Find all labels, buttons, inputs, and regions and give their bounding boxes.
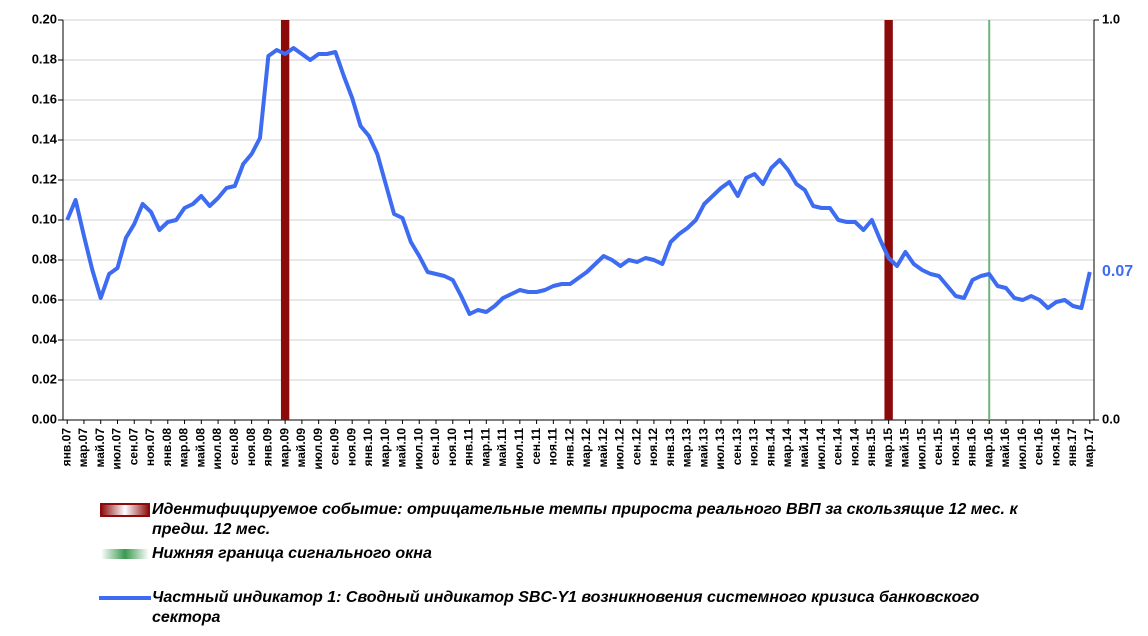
x-tick-label: сен.14 (831, 428, 845, 466)
x-tick-label: сен.13 (730, 428, 744, 466)
x-tick-label: янв.07 (59, 428, 73, 467)
x-tick-label: янв.13 (663, 428, 677, 467)
x-tick-label: янв.12 (562, 428, 576, 467)
x-tick-label: июл.15 (914, 428, 928, 470)
x-tick-label: мар.10 (378, 428, 392, 468)
y-tick-label: 0.14 (32, 131, 58, 146)
x-tick-label: июл.14 (814, 428, 828, 470)
x-tick-label: ноя.14 (847, 428, 861, 466)
x-tick-label: май.13 (696, 428, 710, 468)
value-label: 0.07 (1102, 263, 1133, 280)
x-tick-label: мар.14 (780, 428, 794, 468)
x-tick-label: янв.16 (965, 428, 979, 467)
x-tick-label: мар.09 (277, 428, 291, 468)
x-tick-label: сен.08 (227, 428, 241, 466)
y2-tick-label: 0.0 (1102, 411, 1120, 426)
x-tick-label: ноя.10 (445, 428, 459, 466)
x-tick-label: мар.13 (680, 428, 694, 468)
x-tick-label: июл.09 (311, 428, 325, 470)
x-tick-label: ноя.15 (948, 428, 962, 466)
x-tick-label: ноя.09 (344, 428, 358, 466)
x-tick-label: сен.09 (328, 428, 342, 466)
x-tick-label: июл.07 (110, 428, 124, 470)
y-tick-label: 0.16 (32, 91, 57, 106)
y-tick-label: 0.06 (32, 291, 57, 306)
x-tick-label: мар.15 (881, 428, 895, 468)
x-tick-label: янв.10 (361, 428, 375, 467)
x-tick-label: янв.11 (462, 428, 476, 466)
x-tick-label: мар.16 (981, 428, 995, 468)
x-tick-label: июл.08 (210, 428, 224, 470)
x-tick-label: май.11 (495, 428, 509, 467)
x-tick-label: май.16 (998, 428, 1012, 468)
x-tick-label: ноя.08 (244, 428, 258, 466)
legend-entry: Частный индикатор 1: Сводный индикатор S… (152, 589, 980, 626)
x-tick-label: мар.12 (579, 428, 593, 468)
x-tick-label: сен.16 (1032, 428, 1046, 466)
x-tick-label: май.12 (596, 428, 610, 468)
x-tick-label: мар.11 (478, 428, 492, 467)
x-tick-label: июл.11 (512, 428, 526, 469)
event-bar (280, 20, 290, 420)
y-tick-label: 0.12 (32, 171, 57, 186)
x-tick-label: июл.13 (713, 428, 727, 470)
x-tick-label: янв.08 (160, 428, 174, 467)
x-tick-label: июл.12 (613, 428, 627, 470)
x-tick-label: сен.12 (629, 428, 643, 466)
x-tick-label: май.07 (93, 428, 107, 468)
x-tick-label: янв.09 (261, 428, 275, 467)
x-tick-label: июл.16 (1015, 428, 1029, 470)
x-tick-label: июл.10 (411, 428, 425, 470)
x-tick-label: мар.08 (177, 428, 191, 468)
legend-entry: Нижняя граница сигнального окна (152, 545, 432, 562)
y-tick-label: 0.20 (32, 11, 57, 26)
legend-swatch (100, 503, 150, 517)
y-tick-label: 0.10 (32, 211, 57, 226)
x-tick-label: ноя.16 (1048, 428, 1062, 466)
x-tick-label: май.09 (294, 428, 308, 468)
event-bar (884, 20, 893, 420)
x-tick-label: янв.14 (763, 428, 777, 467)
x-tick-label: ноя.11 (546, 428, 560, 466)
x-tick-label: сен.11 (529, 428, 543, 465)
x-tick-label: сен.10 (428, 428, 442, 466)
y2-tick-label: 1.0 (1102, 11, 1120, 26)
y-tick-label: 0.04 (32, 331, 58, 346)
y-tick-label: 0.00 (32, 411, 57, 426)
legend-entry: Идентифицируемое событие: отрицательные … (152, 501, 1018, 538)
x-tick-label: янв.17 (1065, 428, 1079, 467)
event-bar (988, 20, 991, 420)
x-tick-label: май.08 (193, 428, 207, 468)
x-tick-label: сен.07 (126, 428, 140, 466)
x-tick-label: мар.17 (1082, 428, 1096, 468)
x-tick-label: май.14 (797, 428, 811, 468)
x-tick-label: ноя.07 (143, 428, 157, 466)
chart: 0.00 0.02 0.04 0.06 0.08 0.10 0.12 0.14 0.16 0.18… (32, 11, 1134, 470)
indicator-line (65, 46, 1092, 316)
x-tick-label: ноя.13 (747, 428, 761, 466)
y-tick-label: 0.02 (32, 371, 57, 386)
x-tick-label: сен.15 (931, 428, 945, 466)
x-tick-label: май.15 (898, 428, 912, 468)
legend-swatch (101, 549, 149, 559)
x-tick-label: янв.15 (864, 428, 878, 467)
x-tick-label: мар.07 (76, 428, 90, 468)
y-tick-label: 0.08 (32, 251, 57, 266)
x-tick-label: май.10 (395, 428, 409, 468)
y-tick-label: 0.18 (32, 51, 57, 66)
x-tick-label: ноя.12 (646, 428, 660, 466)
